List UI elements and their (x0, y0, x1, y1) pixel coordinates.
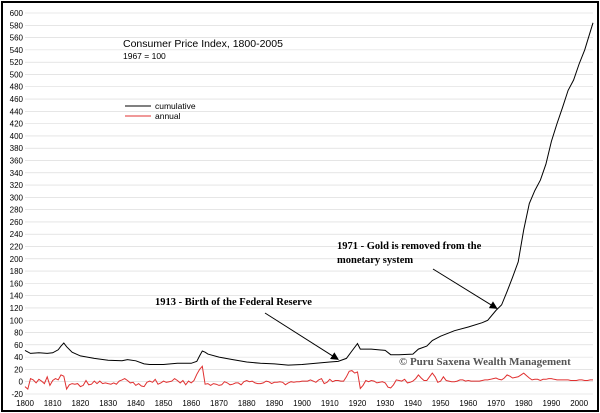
y-tick-label: 220 (10, 243, 24, 252)
legend: cumulative annual (125, 101, 196, 121)
series-lines (24, 22, 594, 391)
y-tick-label: 500 (10, 70, 24, 79)
x-tick-label: 1940 (404, 399, 422, 408)
y-tick-label: 300 (10, 193, 24, 202)
x-tick-label: 1860 (182, 399, 200, 408)
y-tick-label: 580 (10, 21, 24, 30)
x-tick-label: 1830 (99, 399, 117, 408)
x-tick-label: 1890 (265, 399, 283, 408)
x-tick-label: 1800 (16, 399, 34, 408)
annotation-gold-text-line2: monetary system (337, 255, 413, 266)
x-tick-label: 1960 (459, 399, 477, 408)
y-tick-label: 560 (10, 34, 24, 43)
x-tick-label: 1970 (487, 399, 505, 408)
y-tick-label: -20 (11, 390, 23, 399)
y-tick-label: 320 (10, 181, 24, 190)
annotation-federal-reserve: 1913 - Birth of the Federal Reserve (155, 297, 339, 360)
y-axis-ticks: -20 0 20 40 60 80 100 120 140 160 180 200 220 240 260 2… (10, 9, 24, 399)
y-tick-label: 20 (14, 365, 23, 374)
chart-subtitle: 1967 = 100 (123, 51, 166, 61)
y-tick-label: 260 (10, 218, 24, 227)
legend-label-cumulative: cumulative (155, 101, 196, 111)
y-tick-label: 340 (10, 169, 24, 178)
annotation-gold-text-line1: 1971 - Gold is removed from the (337, 241, 482, 252)
y-tick-label: 240 (10, 230, 24, 239)
y-tick-label: 460 (10, 95, 24, 104)
x-tick-label: 1990 (543, 399, 561, 408)
y-tick-label: 80 (14, 329, 23, 338)
y-tick-label: 380 (10, 144, 24, 153)
y-tick-label: 60 (14, 341, 23, 350)
x-tick-label: 1950 (432, 399, 450, 408)
y-tick-label: 120 (10, 304, 24, 313)
y-tick-label: 160 (10, 279, 24, 288)
x-tick-label: 1980 (515, 399, 533, 408)
y-tick-label: 140 (10, 292, 24, 301)
x-tick-label: 1910 (321, 399, 339, 408)
x-tick-label: 1930 (376, 399, 394, 408)
y-tick-label: 180 (10, 267, 24, 276)
chart-title: Consumer Price Index, 1800-2005 (123, 38, 283, 50)
series-line-cumulative (24, 22, 594, 366)
watermark: © Puru Saxena Wealth Management (399, 356, 571, 368)
y-tick-label: 440 (10, 107, 24, 116)
y-tick-label: 360 (10, 156, 24, 165)
y-tick-label: 420 (10, 120, 24, 129)
series-line-annual (24, 365, 593, 391)
x-tick-label: 1880 (238, 399, 256, 408)
x-tick-label: 1920 (349, 399, 367, 408)
legend-label-annual: annual (155, 111, 181, 121)
y-tick-label: 400 (10, 132, 24, 141)
x-tick-label: 1870 (210, 399, 228, 408)
y-tick-label: 480 (10, 83, 24, 92)
y-tick-label: 100 (10, 316, 24, 325)
x-tick-label: 1850 (155, 399, 173, 408)
y-tick-label: 0 (19, 378, 24, 387)
y-tick-label: 280 (10, 206, 24, 215)
annotation-gold-removed: 1971 - Gold is removed from the monetary… (337, 241, 498, 309)
x-tick-label: 1810 (44, 399, 62, 408)
y-tick-label: 600 (10, 9, 24, 18)
grid (25, 12, 593, 395)
y-tick-label: 40 (14, 353, 23, 362)
x-tick-label: 2000 (570, 399, 588, 408)
y-tick-label: 200 (10, 255, 24, 264)
cpi-chart: -20 0 20 40 60 80 100 120 140 160 180 200 220 240 260 2… (10, 9, 594, 408)
annotation-federal-reserve-text: 1913 - Birth of the Federal Reserve (155, 297, 312, 308)
y-tick-label: 540 (10, 46, 24, 55)
x-axis-ticks: 1800 1810 1820 1830 1840 1850 1860 1870 1880 1890… (16, 399, 588, 408)
annotation-gold-arrow (432, 268, 498, 309)
y-tick-label: 520 (10, 58, 24, 67)
x-tick-label: 1840 (127, 399, 145, 408)
x-tick-label: 1900 (293, 399, 311, 408)
x-tick-label: 1820 (72, 399, 90, 408)
annotation-federal-reserve-arrow (264, 312, 339, 360)
